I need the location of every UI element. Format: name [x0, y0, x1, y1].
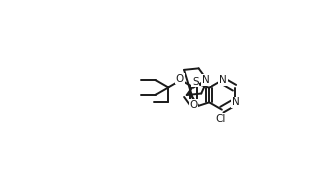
Text: N: N	[219, 75, 227, 85]
Text: Cl: Cl	[216, 114, 226, 124]
Text: S: S	[192, 77, 199, 87]
Text: N: N	[202, 75, 210, 85]
Text: O: O	[176, 74, 184, 84]
Text: N: N	[232, 97, 239, 107]
Text: O: O	[190, 100, 198, 110]
